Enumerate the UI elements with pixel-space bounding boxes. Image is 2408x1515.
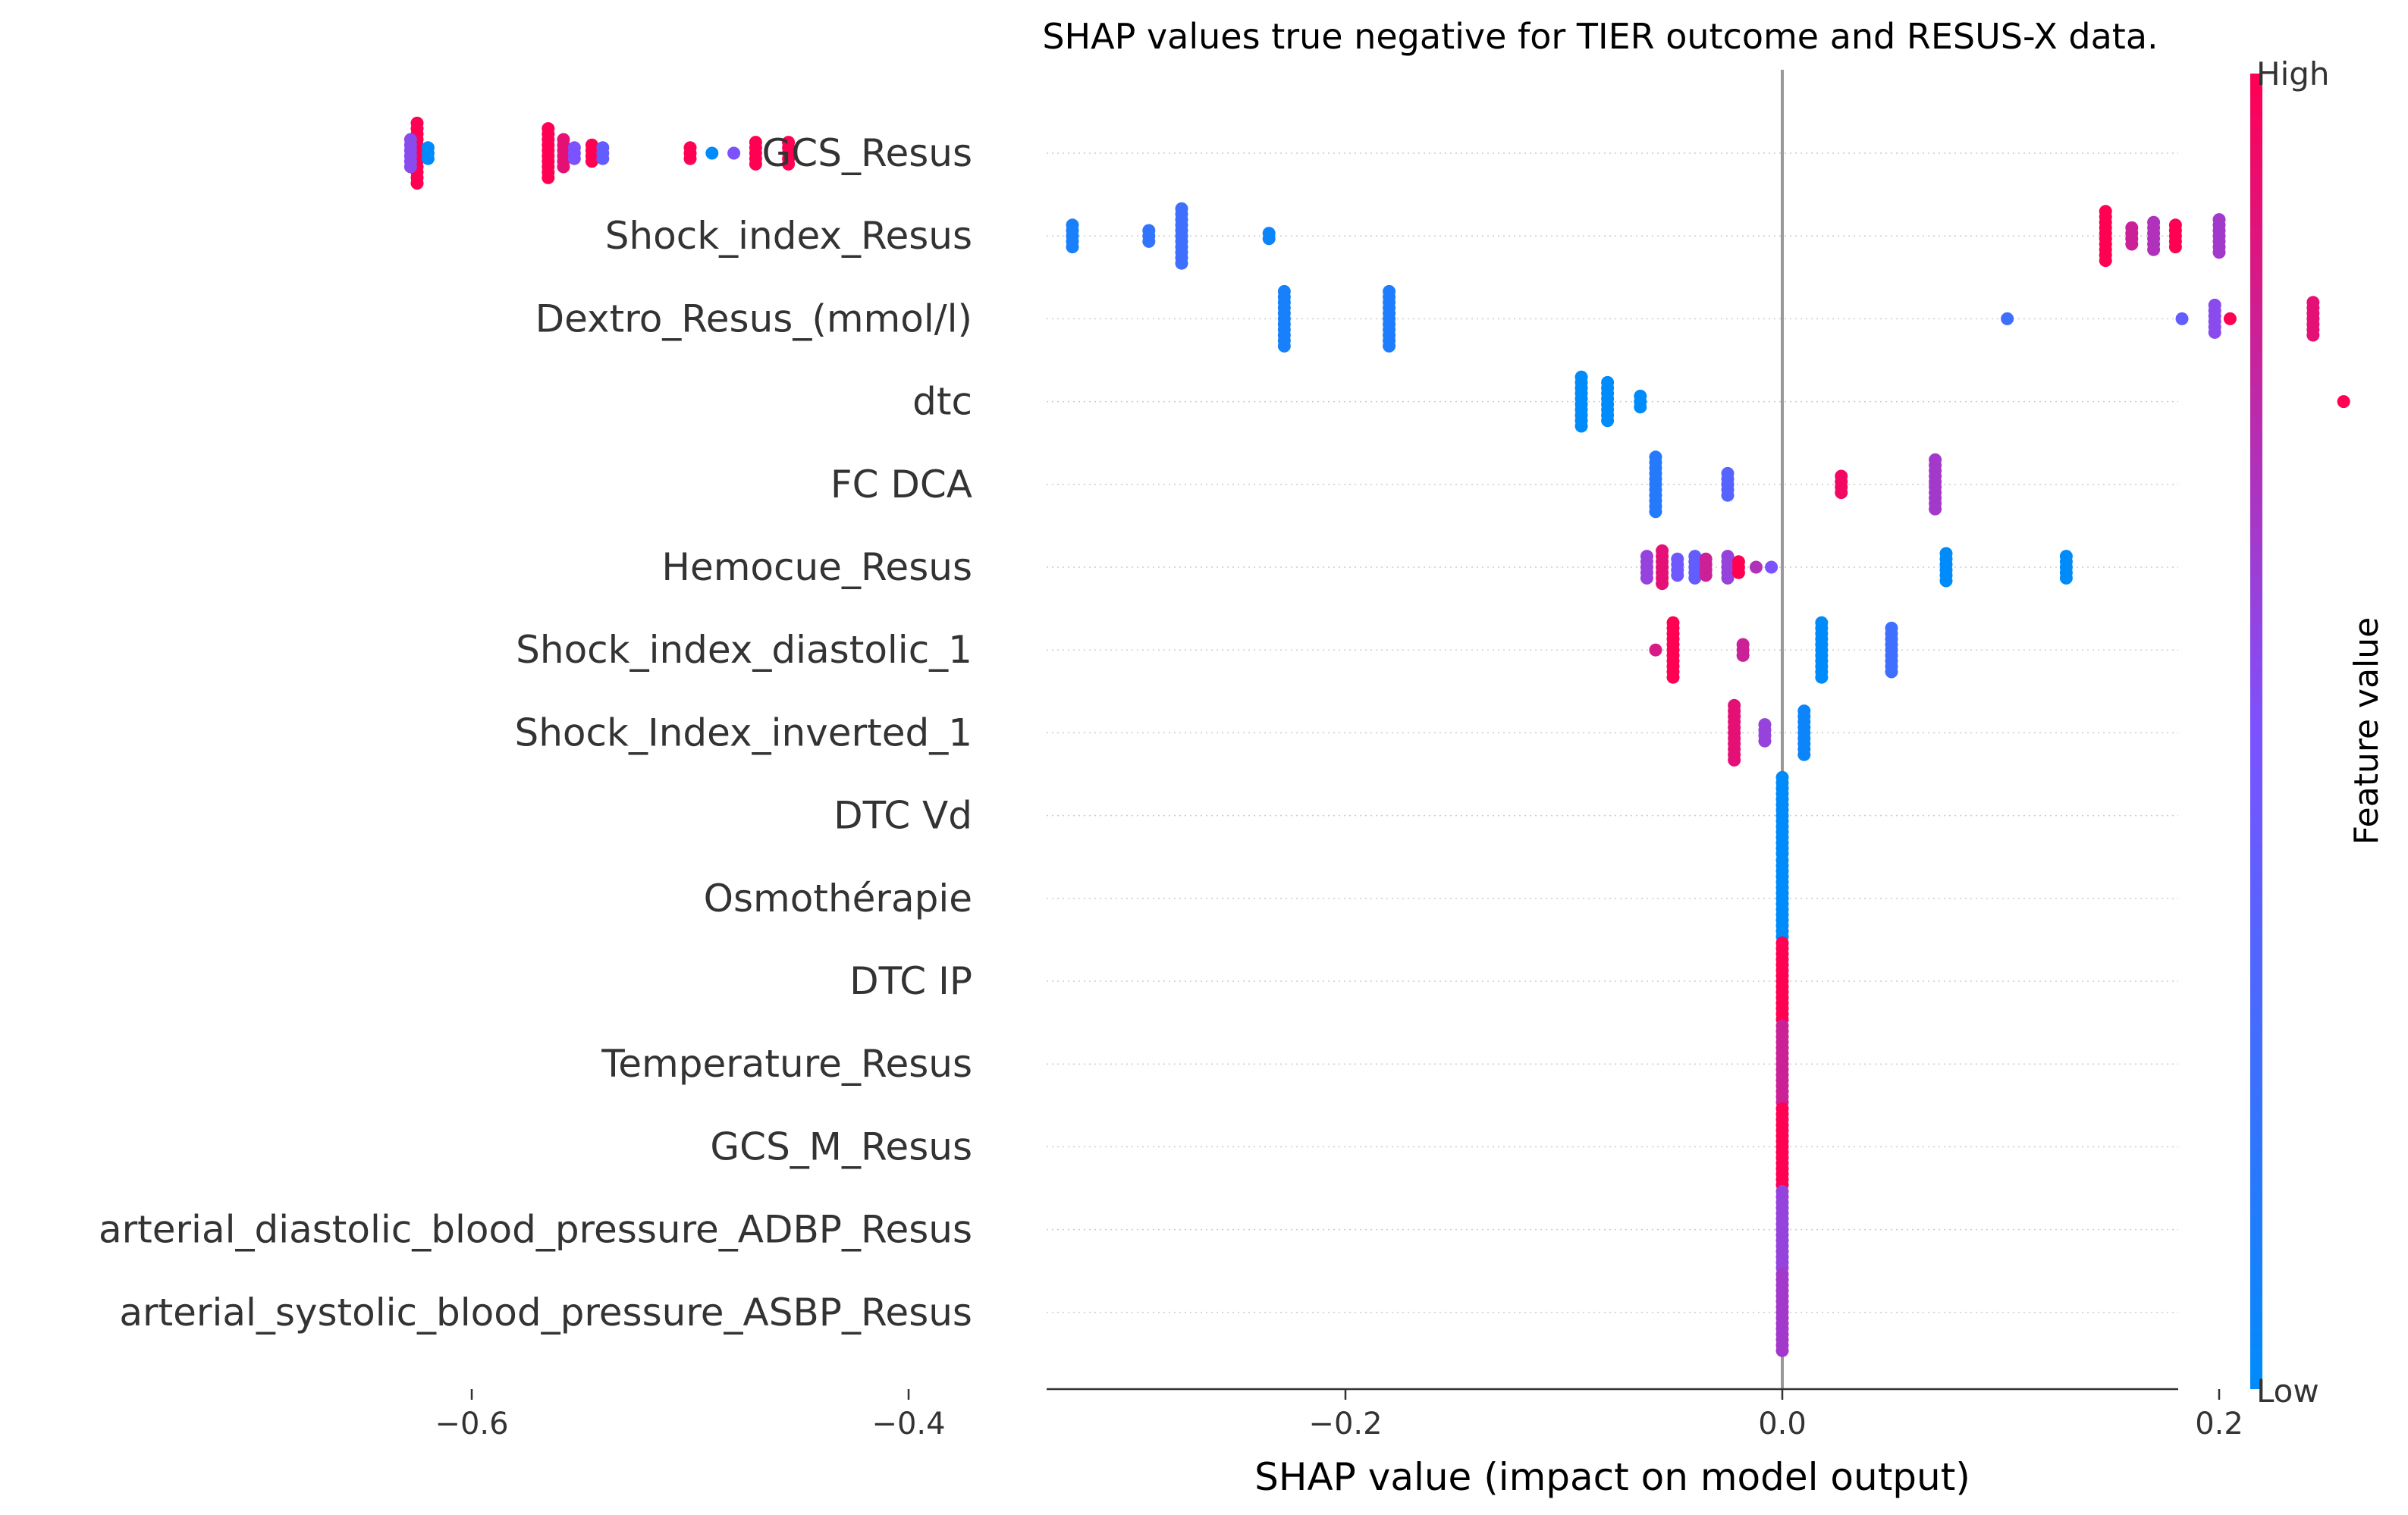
shap-point: [1671, 569, 1684, 582]
shap-point: [1721, 571, 1735, 585]
x-tick-label: −0.4: [871, 1407, 945, 1441]
shap-point: [1929, 502, 1942, 516]
data-points: [403, 116, 2350, 1357]
colorbar-high-label: High: [2256, 55, 2330, 93]
shap-point: [1758, 734, 1772, 748]
shap-point: [1634, 400, 1647, 414]
row-gridlines: [1047, 152, 2178, 1313]
shap-point: [683, 152, 697, 165]
feature-label: Shock_index_diastolic_1: [516, 628, 972, 672]
shap-point: [1775, 1344, 1789, 1357]
shap-point: [1142, 234, 1156, 248]
feature-label: Shock_Index_inverted_1: [514, 710, 972, 754]
shap-point: [1815, 670, 1829, 684]
feature-label: DTC Vd: [834, 794, 972, 838]
shap-point: [2306, 328, 2320, 342]
colorbar-title: Feature value: [2347, 617, 2386, 845]
shap-point: [1797, 748, 1811, 761]
shap-point: [2099, 254, 2112, 268]
shap-point: [2168, 240, 2182, 254]
shap-point: [2147, 243, 2161, 256]
shap-point: [1277, 339, 1291, 353]
shap-point: [1601, 414, 1615, 428]
shap-point: [2059, 571, 2073, 585]
shap-point: [2175, 312, 2189, 325]
shap-point: [1574, 419, 1588, 433]
shap-point: [782, 157, 796, 171]
shap-point: [727, 146, 741, 160]
feature-label: dtc: [912, 380, 972, 424]
shap-point: [1699, 569, 1713, 582]
shap-point: [1175, 256, 1188, 270]
feature-label: Temperature_Resus: [601, 1042, 972, 1086]
shap-point: [421, 152, 435, 165]
shap-point: [1765, 560, 1779, 574]
shap-point: [1885, 665, 1898, 679]
shap-point: [705, 146, 719, 160]
shap-point: [1688, 571, 1702, 585]
feature-label: Shock_index_Resus: [605, 214, 972, 258]
feature-label: GCS_Resus: [762, 131, 972, 175]
feature-label: Hemocue_Resus: [661, 545, 972, 589]
colorbar: [2250, 74, 2262, 1389]
shap-point: [1640, 571, 1653, 585]
shap-point: [1749, 560, 1763, 574]
shap-point: [2337, 395, 2350, 409]
x-ticks: −0.6 −0.4 −0.2 0.0 0.2: [435, 1389, 2243, 1441]
feature-label: FC DCA: [830, 463, 972, 507]
shap-point: [2212, 246, 2226, 259]
shap-point: [403, 160, 417, 174]
shap-point: [1262, 232, 1276, 246]
shap-point: [1939, 574, 1953, 588]
x-tick-label: −0.2: [1308, 1407, 1382, 1441]
feature-labels: GCS_Resus Shock_index_Resus Dextro_Resus_(…: [99, 131, 972, 1335]
shap-point: [2001, 312, 2014, 325]
shap-point: [2208, 325, 2221, 339]
shap-point: [2125, 237, 2139, 251]
shap-point: [585, 155, 598, 168]
shap-point: [2223, 312, 2237, 325]
shap-point: [1383, 339, 1396, 353]
shap-point: [1066, 240, 1079, 254]
shap-point: [567, 152, 581, 165]
feature-label: Osmothérapie: [704, 877, 972, 921]
x-tick-label: 0.2: [2195, 1407, 2243, 1441]
shap-point: [557, 160, 570, 174]
shap-point: [1666, 670, 1680, 684]
feature-label: GCS_M_Resus: [710, 1124, 972, 1168]
colorbar-low-label: Low: [2256, 1372, 2319, 1410]
shap-point: [410, 177, 424, 190]
feature-label: DTC IP: [849, 959, 972, 1003]
feature-label: Dextro_Resus_(mmol/l): [535, 296, 972, 340]
chart-title: SHAP values true negative for TIER outco…: [1042, 16, 2158, 57]
shap-point: [1649, 643, 1662, 657]
shap-point: [1731, 566, 1745, 579]
shap-point: [1721, 488, 1735, 502]
x-tick-label: −0.6: [435, 1407, 508, 1441]
shap-point: [1736, 648, 1750, 662]
shap-point: [1728, 753, 1741, 767]
shap-point: [749, 157, 762, 171]
shap-point: [1656, 577, 1669, 591]
feature-label: arterial_diastolic_blood_pressure_ADBP_R…: [99, 1208, 972, 1252]
shap-point: [1835, 486, 1848, 500]
x-tick-label: 0.0: [1758, 1407, 1807, 1441]
x-axis-label: SHAP value (impact on model output): [1254, 1455, 1970, 1499]
shap-point: [596, 152, 610, 165]
feature-label: arterial_systolic_blood_pressure_ASBP_Re…: [119, 1291, 972, 1335]
shap-point: [1649, 505, 1662, 519]
shap-point: [542, 171, 555, 184]
